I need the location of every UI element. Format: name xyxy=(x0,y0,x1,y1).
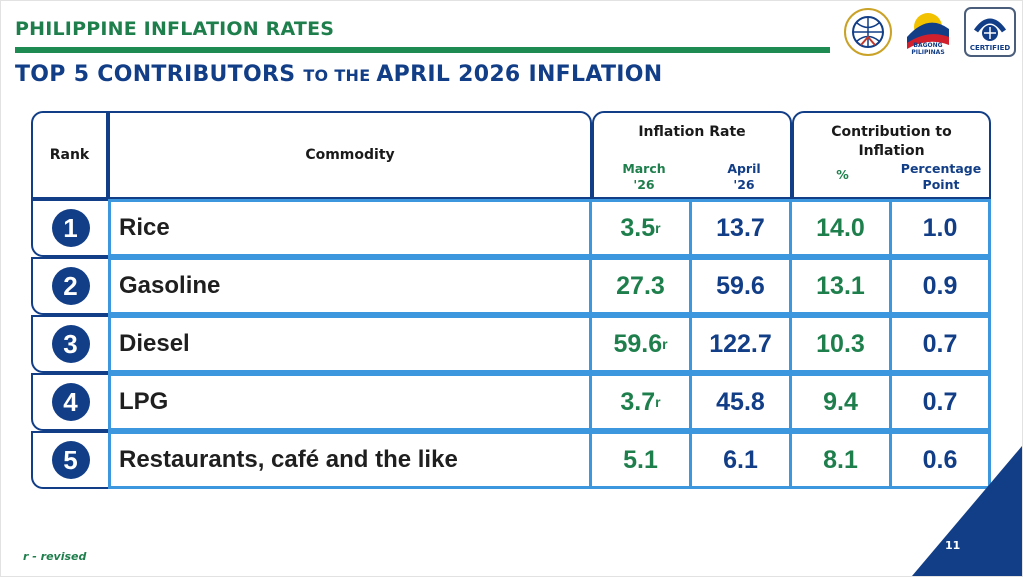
page-number: 11 xyxy=(945,539,961,552)
title-underline xyxy=(15,47,830,53)
april-value: 45.8 xyxy=(689,376,789,428)
row-body: Gasoline 27.3 59.6 13.1 0.9 xyxy=(108,257,991,315)
certified-badge: CERTIFIED xyxy=(964,7,1016,57)
march-value: 59.6 r xyxy=(589,318,689,370)
header-inflation-rate: Inflation Rate March '26 April '26 xyxy=(592,111,792,199)
april-value: 59.6 xyxy=(689,260,789,312)
header-percent: % xyxy=(836,167,849,182)
march-number: 59.6 xyxy=(613,329,663,358)
footnote: r - revised xyxy=(23,550,87,563)
march-value: 5.1 xyxy=(589,434,689,486)
march-number: 5.1 xyxy=(623,445,658,474)
table-row: 1 Rice 3.5 r 13.7 14.0 1.0 xyxy=(31,199,991,257)
commodity-name: LPG xyxy=(119,388,169,415)
bagong-pilipinas-text: BAGONG PILIPINAS xyxy=(911,42,945,56)
header-march: March '26 xyxy=(594,161,694,193)
rank-cell: 2 xyxy=(31,257,108,315)
rank-badge: 3 xyxy=(51,325,90,363)
row-body: Rice 3.5 r 13.7 14.0 1.0 xyxy=(108,199,991,257)
subtitle-part-3: APRIL 2026 INFLATION xyxy=(376,62,663,87)
rank-cell: 5 xyxy=(31,431,108,489)
header-april: April '26 xyxy=(694,161,794,193)
march-number: 3.7 xyxy=(620,387,656,416)
header-march-line1: March xyxy=(622,161,666,176)
table-row: 4 LPG 3.7 r 45.8 9.4 0.7 xyxy=(31,373,991,431)
header-rank: Rank xyxy=(31,111,108,199)
commodity-name: Gasoline xyxy=(119,272,221,299)
march-value: 3.7 r xyxy=(589,376,689,428)
contribution-pp: 1.0 xyxy=(889,202,988,254)
header-contribution-label: Contribution to Inflation xyxy=(794,123,989,161)
march-value: 27.3 xyxy=(589,260,689,312)
commodity-name: Rice xyxy=(119,214,170,241)
table-row: 3 Diesel 59.6 r 122.7 10.3 0.7 xyxy=(31,315,991,373)
contribution-percent: 8.1 xyxy=(789,434,889,486)
table-row: 2 Gasoline 27.3 59.6 13.1 0.9 xyxy=(31,257,991,315)
slide-title: PHILIPPINE INFLATION RATES xyxy=(15,18,335,40)
commodity-name: Restaurants, café and the like xyxy=(119,446,458,473)
row-body: LPG 3.7 r 45.8 9.4 0.7 xyxy=(108,373,991,431)
contribution-percent: 10.3 xyxy=(789,318,889,370)
contribution-pp: 0.7 xyxy=(889,376,988,428)
header-commodity-label: Commodity xyxy=(305,147,395,163)
rank-badge: 1 xyxy=(51,209,90,247)
contribution-pp: 0.9 xyxy=(889,260,988,312)
commodity-name: Diesel xyxy=(119,330,190,357)
contribution-percent: 13.1 xyxy=(789,260,889,312)
certified-globe-icon xyxy=(973,18,1007,41)
march-value: 3.5 r xyxy=(589,202,689,254)
rank-badge: 5 xyxy=(51,441,90,479)
header-percentage-point: Percentage Point xyxy=(891,161,991,193)
corner-decoration xyxy=(912,446,1022,576)
april-value: 6.1 xyxy=(689,434,789,486)
contribution-percent: 14.0 xyxy=(789,202,889,254)
header-contribution-line1: Contribution to xyxy=(831,124,952,140)
slide-subtitle: TOP 5 CONTRIBUTORS TO THE APRIL 2026 INF… xyxy=(15,62,662,87)
march-number: 3.5 xyxy=(620,213,656,242)
header-contribution: Contribution to Inflation % Percentage P… xyxy=(792,111,991,199)
rank-badge: 2 xyxy=(51,267,90,305)
rank-cell: 4 xyxy=(31,373,108,431)
header-inflation-label: Inflation Rate xyxy=(638,124,746,140)
header-april-line1: April xyxy=(727,161,761,176)
header-rank-label: Rank xyxy=(49,147,90,163)
certified-text: CERTIFIED xyxy=(969,44,1011,52)
row-body: Restaurants, café and the like 5.1 6.1 8… xyxy=(108,431,991,489)
bagong-pilipinas-logo-icon: BAGONG PILIPINAS xyxy=(901,7,955,57)
rank-cell: 1 xyxy=(31,199,108,257)
rank-badge: 4 xyxy=(51,383,90,421)
contribution-percent: 9.4 xyxy=(789,376,889,428)
contributors-table: Rank Commodity Inflation Rate March '26 … xyxy=(31,111,991,493)
march-number: 27.3 xyxy=(616,271,665,300)
table-row: 5 Restaurants, café and the like 5.1 6.1… xyxy=(31,431,991,489)
header-contribution-line2: Inflation xyxy=(858,143,925,159)
contribution-pp: 0.7 xyxy=(889,318,988,370)
rank-cell: 3 xyxy=(31,315,108,373)
header-april-line2: '26 xyxy=(733,177,755,192)
subtitle-part-1: TOP 5 CONTRIBUTORS xyxy=(15,62,304,87)
april-value: 13.7 xyxy=(689,202,789,254)
header-pp-line2: Point xyxy=(922,177,960,192)
header-commodity: Commodity xyxy=(108,111,592,199)
psa-logo-icon xyxy=(843,7,893,57)
row-body: Diesel 59.6 r 122.7 10.3 0.7 xyxy=(108,315,991,373)
april-value: 122.7 xyxy=(689,318,789,370)
subtitle-part-2: TO THE xyxy=(303,66,377,85)
header-pp-line1: Percentage xyxy=(900,161,982,176)
header-march-line2: '26 xyxy=(633,177,655,192)
